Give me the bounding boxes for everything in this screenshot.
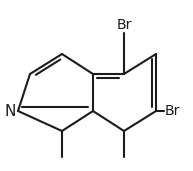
Text: Br: Br	[164, 104, 180, 118]
Text: Br: Br	[116, 18, 132, 32]
Text: N: N	[4, 103, 16, 119]
